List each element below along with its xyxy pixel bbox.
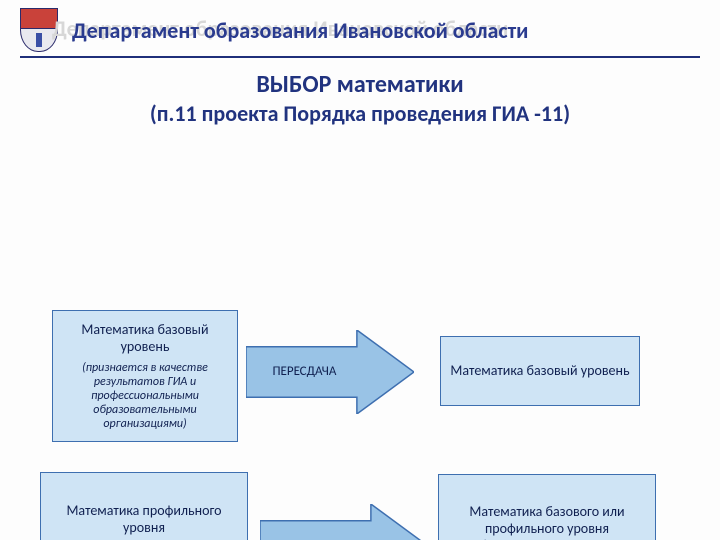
box-basic-level-src: Математика базовый уровень (признается в… [52,310,238,442]
slide-title: ВЫБОР математики (п.11 проекта Порядка п… [0,70,720,128]
header-rule [20,56,700,58]
header: Департамент образования Ивановской облас… [0,0,720,52]
header-text: Департамент образования Ивановской облас… [72,17,528,44]
box-basic-level-dst: Математика базовый уровень [440,336,640,406]
box-title: Математика базовый уровень [61,321,229,355]
arrow-label: ПЕРЕСДАЧА [246,364,357,378]
box-title: Математика базовый уровень [450,362,629,379]
header-main-text: Департамент образования Ивановской облас… [72,17,528,44]
box-title: Математика базового или профильного уров… [447,503,647,537]
title-line-2: (п.11 проекта Порядка проведения ГИА -11… [0,100,720,128]
box-title: Математика профильного уровня [49,502,239,536]
arrow-retake-1: ПЕРЕСДАЧА [246,330,414,414]
title-line-1: ВЫБОР математики [0,70,720,100]
box-profile-level-src: Математика профильного уровня (признаетс… [40,472,248,540]
box-choice-dst: Математика базового или профильного уров… [438,474,656,540]
arrow-retake-2: ПЕРЕСДАЧА [260,504,428,540]
box-subtitle: (признается в качестве результатов ГИА и… [61,361,229,431]
